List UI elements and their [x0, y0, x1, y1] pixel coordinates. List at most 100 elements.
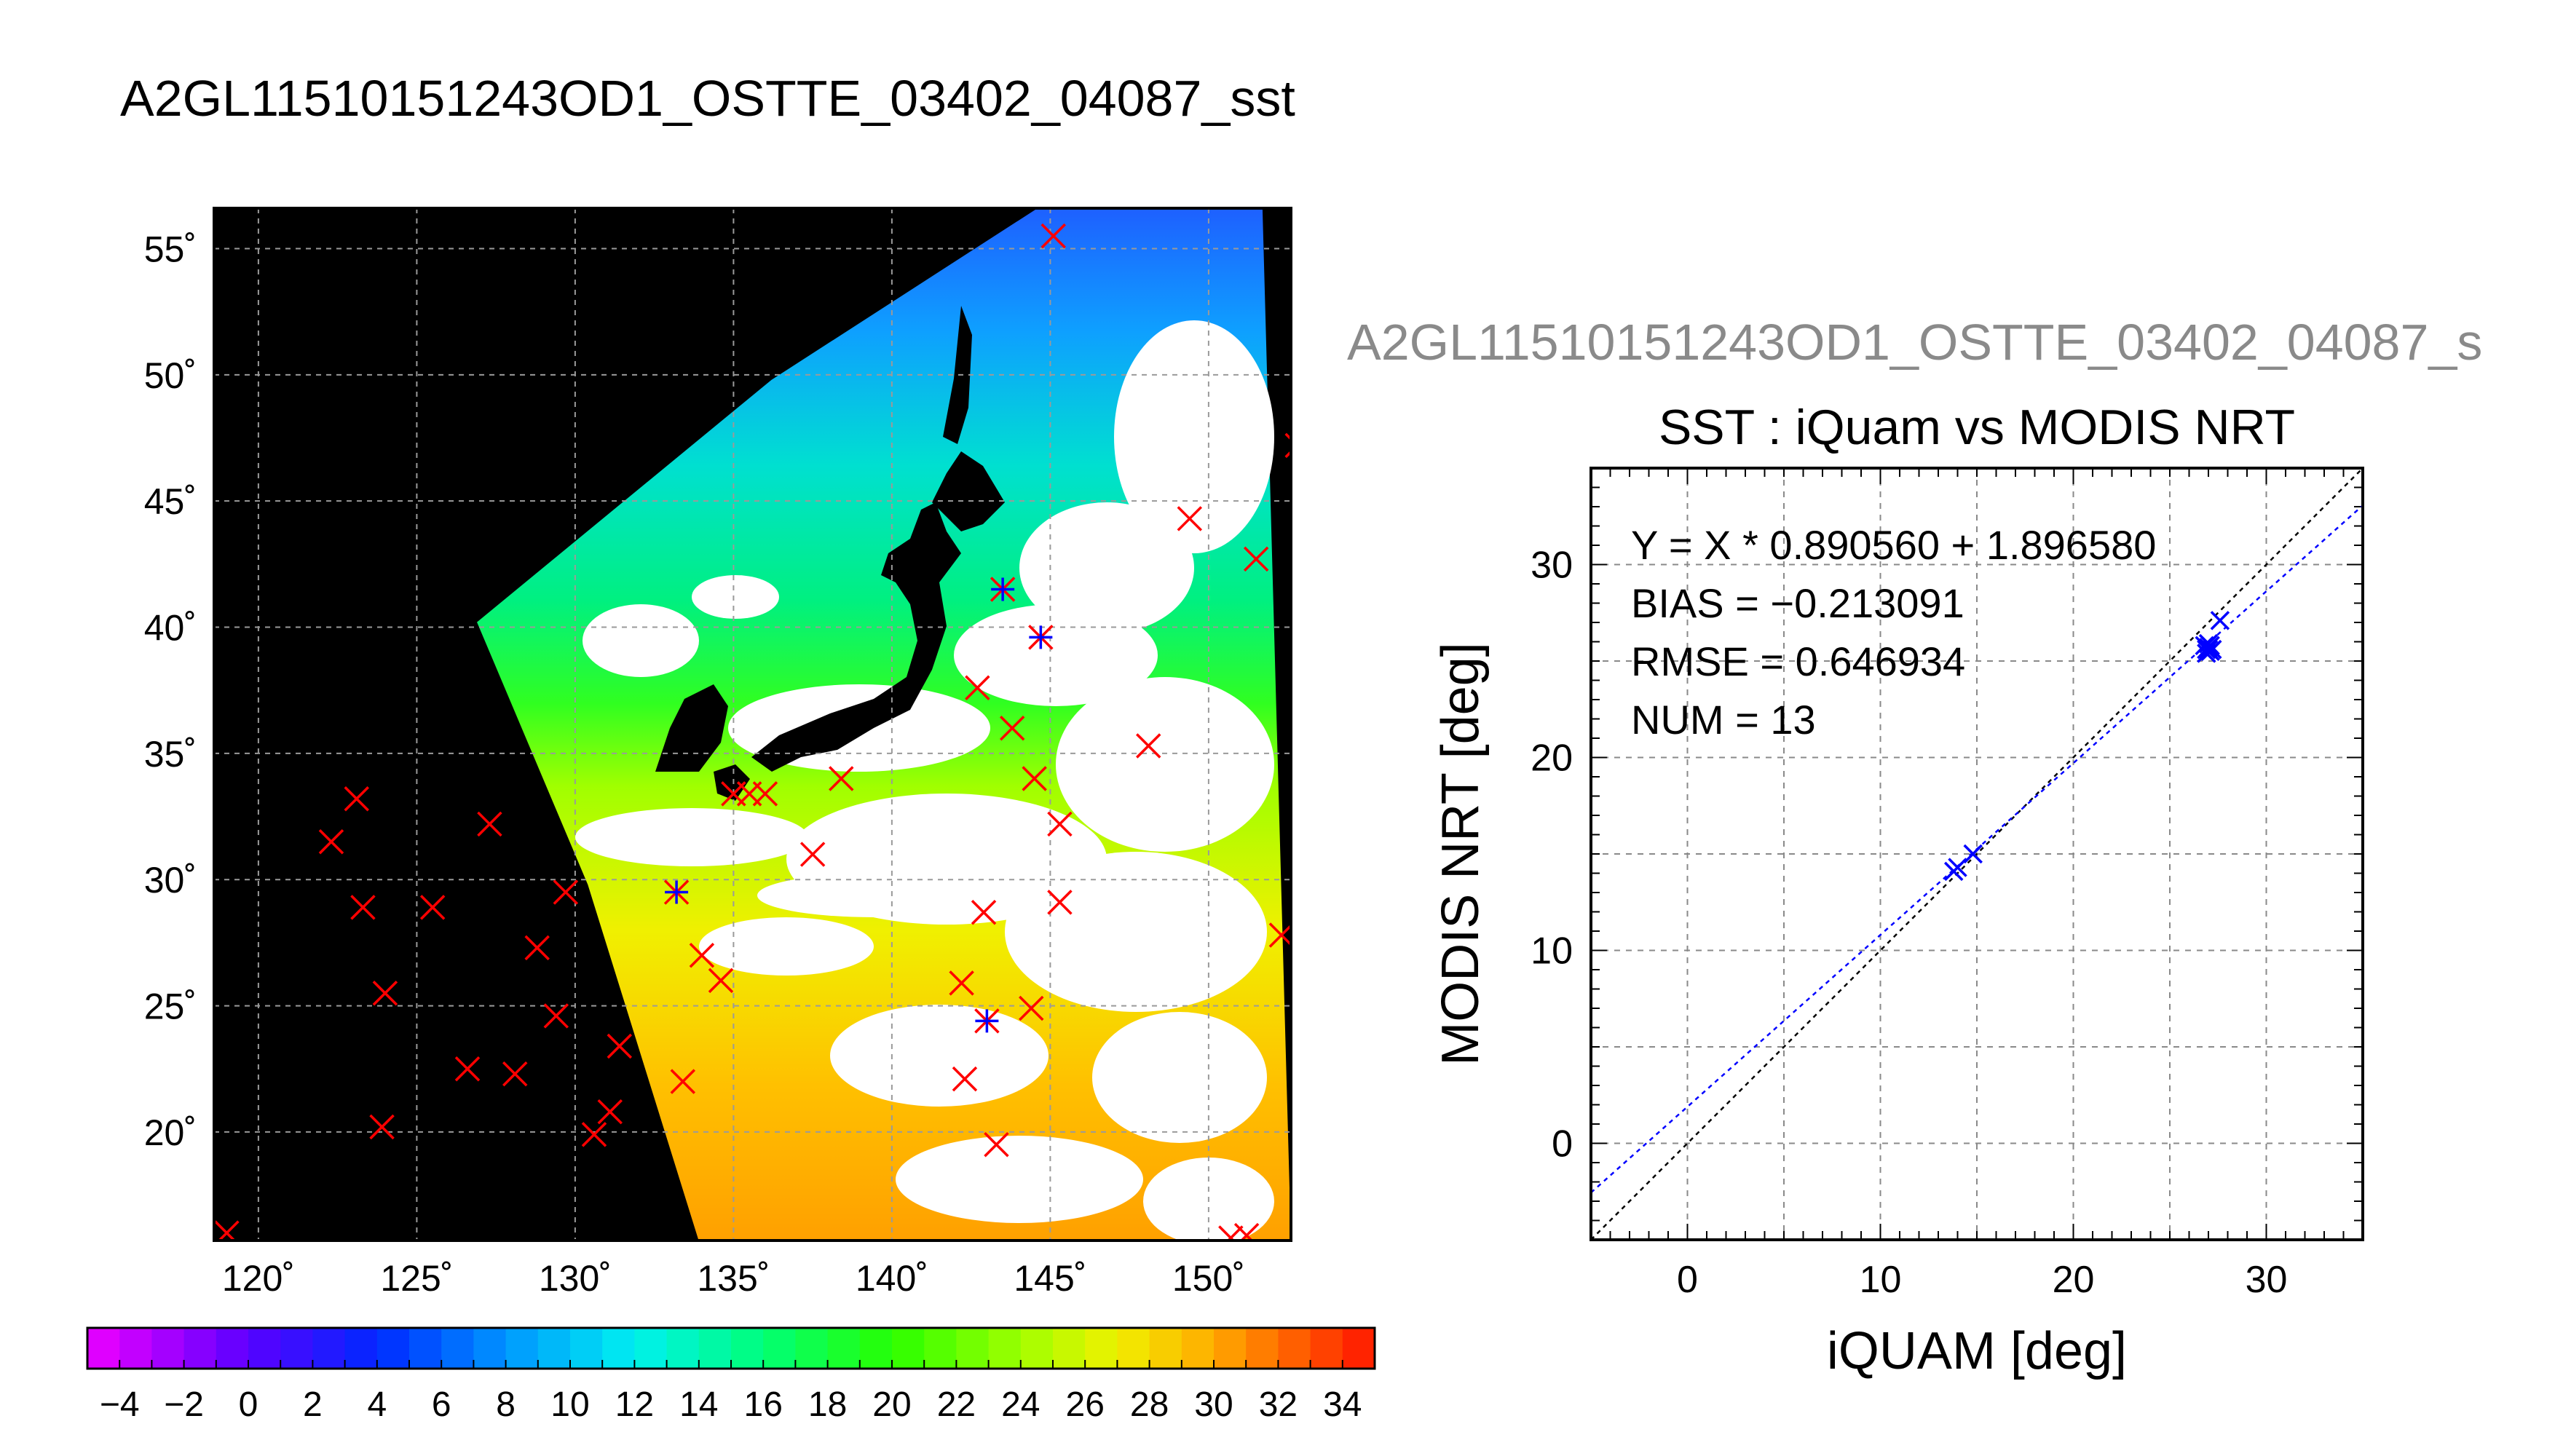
map-plot-area [213, 207, 1292, 1242]
scatter-point [2200, 636, 2220, 656]
scatter-x-tick-labels: 0 10 20 30 [1677, 1259, 2287, 1301]
land-mask [655, 306, 1005, 801]
scatter-point [2198, 639, 2219, 660]
colorbar-segment [441, 1328, 474, 1369]
observation-marker [372, 980, 398, 1006]
colorbar-tick-label: 8 [496, 1385, 516, 1424]
colorbar-segment [537, 1328, 571, 1369]
colorbar-segment [183, 1328, 217, 1369]
scatter-gridlines [1591, 468, 2363, 1240]
observation-marker [607, 1033, 633, 1059]
observation-markers [214, 223, 1291, 1241]
map-lat-tick-label: 45˚ [144, 481, 197, 522]
colorbar-segment [602, 1328, 635, 1369]
colorbar-segment [731, 1328, 764, 1369]
colorbar-segment [763, 1328, 796, 1369]
colorbar-segment [87, 1328, 120, 1369]
observation-marker [477, 811, 502, 837]
observation-marker [350, 895, 376, 920]
map-latitude-labels: 20˚ 25˚ 30˚ 35˚ 40˚ 45˚ 50˚ 55˚ [144, 229, 197, 1152]
colorbar-tick-label: 0 [239, 1385, 258, 1424]
colorbar-tick-label: −4 [100, 1385, 140, 1424]
observation-marker [1022, 766, 1047, 791]
colorbar-tick-label: 14 [679, 1385, 718, 1424]
observation-marker [949, 970, 974, 996]
map-gridlines [214, 208, 1291, 1241]
scatter-x-axis-label: iQUAM [deg] [1827, 1322, 2127, 1380]
map-lon-tick-label: 130˚ [539, 1258, 612, 1299]
observation-marker [597, 1099, 623, 1125]
colorbar-segment [698, 1328, 732, 1369]
colorbar-segment [473, 1328, 507, 1369]
scatter-y-tick-label: 0 [1552, 1123, 1573, 1166]
colorbar-segment [344, 1328, 378, 1369]
sst-map-figure: 120˚ 125˚ 130˚ 135˚ 140˚ 145˚ 150˚ 20˚ 25˚ 30˚ 35… [86, 207, 1376, 1424]
colorbar-segment [1181, 1328, 1215, 1369]
observation-marker [799, 842, 826, 867]
observation-marker [1040, 223, 1066, 249]
matched-marker [665, 880, 689, 904]
colorbar-segment [1020, 1328, 1054, 1369]
map-lat-tick-label: 25˚ [144, 986, 197, 1027]
colorbar-tick-label: 30 [1194, 1385, 1233, 1424]
stat-bias: BIAS = −0.213091 [1631, 580, 1964, 626]
observation-marker [1243, 546, 1269, 572]
colorbar-segment [570, 1328, 603, 1369]
map-lon-tick-label: 150˚ [1172, 1258, 1245, 1299]
stat-num: NUM = 13 [1631, 697, 1816, 743]
observation-marker [524, 935, 550, 961]
map-lon-tick-label: 145˚ [1014, 1258, 1086, 1299]
observation-marker [1177, 506, 1203, 531]
observation-marker [829, 766, 854, 791]
scatter-point [2195, 636, 2214, 656]
scatter-y-tick-labels: 0 10 20 30 [1531, 545, 1573, 1166]
colorbar-segment [409, 1328, 442, 1369]
colorbar-segment [312, 1328, 346, 1369]
scatter-point [1943, 861, 1964, 882]
colorbar-segment [988, 1328, 1022, 1369]
observation-marker [670, 1069, 696, 1094]
colorbar-segment [216, 1328, 249, 1369]
identity-line [1591, 468, 2363, 1240]
stat-fit-equation: Y = X * 0.890560 + 1.896580 [1631, 522, 2156, 568]
observation-marker [752, 781, 778, 807]
observation-marker [1047, 890, 1073, 915]
colorbar-segment [1214, 1328, 1247, 1369]
sst-colorbar: −4 −2 0 2 4 6 8 10 12 14 16 18 20 22 24 26 28 30 32 34 [86, 1326, 1376, 1424]
colorbar-segment [924, 1328, 957, 1369]
scatter-point [2198, 638, 2219, 657]
colorbar-tick-label: 18 [808, 1385, 847, 1424]
observation-marker [1233, 1222, 1260, 1241]
observation-marker [318, 828, 344, 855]
map-lon-tick-label: 135˚ [697, 1258, 770, 1299]
scatter-point [2197, 644, 2216, 663]
map-lat-tick-label: 35˚ [144, 734, 197, 775]
colorbar-tick-label: 10 [550, 1385, 589, 1424]
observation-marker [419, 895, 446, 920]
scatter-minor-ticks [1591, 468, 2363, 1240]
scatter-x-tick-label: 0 [1677, 1259, 1698, 1301]
colorbar-segment [1342, 1328, 1375, 1369]
colorbar-segment [505, 1328, 539, 1369]
scatter-y-tick-label: 10 [1531, 930, 1573, 973]
colorbar-segment [956, 1328, 990, 1369]
observation-marker [454, 1056, 481, 1082]
map-lon-tick-label: 140˚ [856, 1258, 928, 1299]
colorbar-tick-label: 16 [744, 1385, 783, 1424]
scatter-y-tick-label: 20 [1531, 737, 1573, 780]
scatter-point [1948, 858, 1967, 877]
scatter-title: SST : iQuam vs MODIS NRT [1659, 400, 2295, 455]
matched-marker [975, 1009, 999, 1033]
scatter-figure-title: A2GL11510151243OD1_OSTTE_03402_04087_s [1347, 314, 2483, 371]
colorbar-tick-label: 12 [615, 1385, 654, 1424]
colorbar-segment [119, 1328, 152, 1369]
scatter-point [2197, 639, 2216, 660]
page-title: A2GL11510151243OD1_OSTTE_03402_04087_sst [120, 70, 1295, 127]
observation-marker [553, 879, 579, 905]
colorbar-tick-label: 26 [1066, 1385, 1105, 1424]
scatter-x-tick-label: 30 [2246, 1259, 2288, 1301]
observation-marker [1019, 995, 1044, 1021]
colorbar-segment [795, 1328, 829, 1369]
colorbar-tick-label: −2 [164, 1385, 204, 1424]
observation-marker [1268, 922, 1291, 948]
